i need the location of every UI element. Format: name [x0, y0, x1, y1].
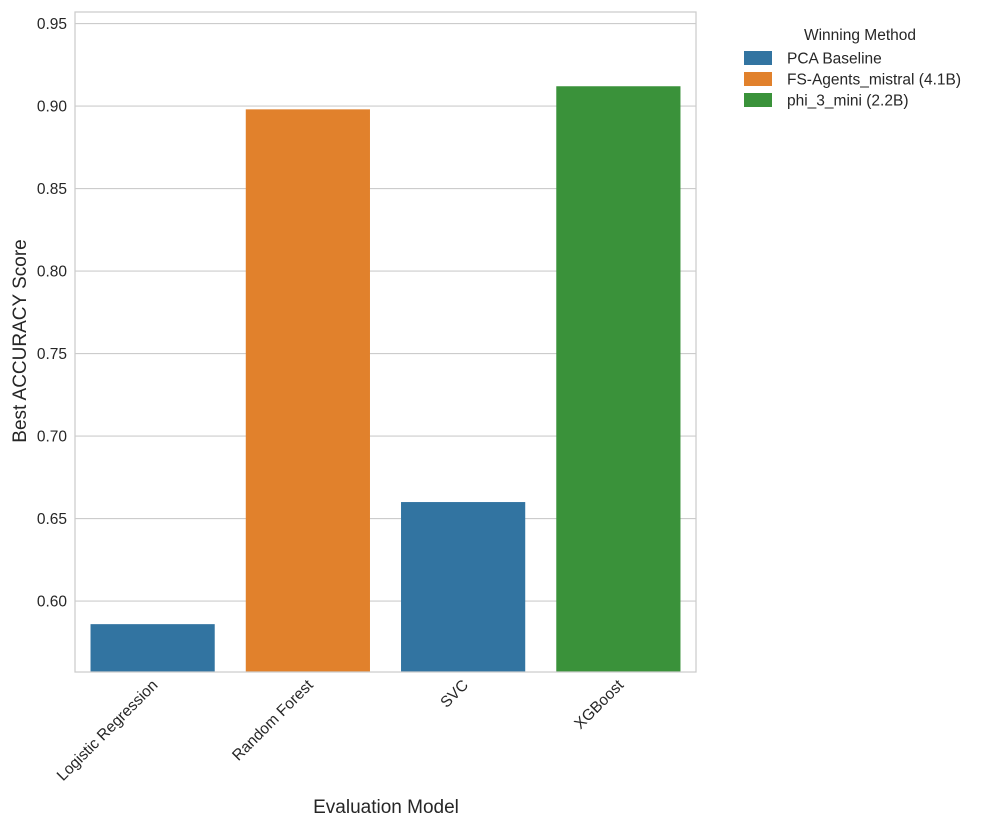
- y-tick-label: 0.60: [37, 594, 68, 611]
- y-tick-label: 0.85: [37, 181, 67, 198]
- legend-swatch: [744, 93, 772, 107]
- bar-xgboost: [556, 86, 681, 672]
- legend-entry-label: FS-Agents_mistral (4.1B): [787, 72, 961, 89]
- bar-svc: [401, 502, 526, 672]
- y-tick-label: 0.80: [37, 264, 68, 281]
- x-axis-label: Evaluation Model: [313, 797, 459, 818]
- plot-frame: [74, 11, 697, 673]
- y-tick-label: 0.95: [37, 16, 67, 33]
- bars: [90, 86, 681, 673]
- legend-swatch: [744, 51, 772, 65]
- legend: Winning Method PCA Baseline FS-Agents_mis…: [744, 27, 961, 110]
- legend-entry-label: phi_3_mini (2.2B): [787, 93, 908, 110]
- legend-title: Winning Method: [804, 27, 916, 44]
- legend-swatch: [744, 72, 772, 86]
- y-tick-label: 0.75: [37, 346, 67, 363]
- y-gridlines: [75, 22, 696, 602]
- y-tick-label: 0.70: [37, 429, 68, 446]
- y-axis-label: Best ACCURACY Score: [10, 239, 31, 442]
- legend-entry-label: PCA Baseline: [787, 51, 882, 68]
- y-tick-label: 0.90: [37, 99, 68, 116]
- bar-logistic-regression: [90, 624, 215, 672]
- y-tick-label: 0.65: [37, 511, 67, 528]
- y-tick-labels: 0.60 0.65 0.70 0.75 0.80 0.85 0.90 0.95: [37, 16, 68, 611]
- bar-random-forest: [245, 109, 370, 673]
